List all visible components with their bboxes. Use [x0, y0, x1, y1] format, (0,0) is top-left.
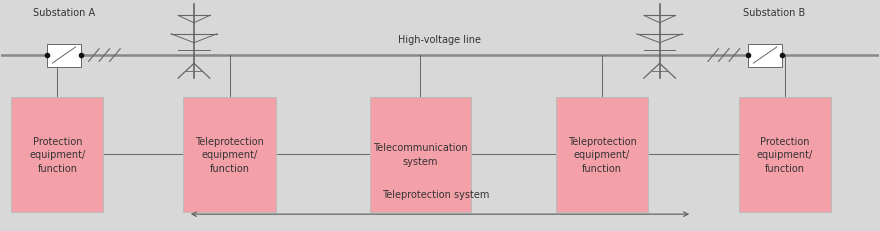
FancyBboxPatch shape — [11, 97, 104, 212]
Text: Protection
equipment/
function: Protection equipment/ function — [29, 136, 85, 173]
Text: Teleprotection
equipment/
function: Teleprotection equipment/ function — [195, 136, 264, 173]
Text: Substation B: Substation B — [743, 8, 805, 18]
Text: Teleprotection system: Teleprotection system — [382, 189, 489, 199]
Text: Substation A: Substation A — [33, 8, 95, 18]
Text: Protection
equipment/
function: Protection equipment/ function — [757, 136, 813, 173]
FancyBboxPatch shape — [556, 97, 649, 212]
Bar — [748, 44, 781, 67]
FancyBboxPatch shape — [183, 97, 275, 212]
Text: High-voltage line: High-voltage line — [399, 34, 481, 44]
Bar — [48, 44, 81, 67]
FancyBboxPatch shape — [370, 97, 471, 212]
Text: Telecommunication
system: Telecommunication system — [373, 143, 467, 166]
FancyBboxPatch shape — [738, 97, 831, 212]
Text: Teleprotection
equipment/
function: Teleprotection equipment/ function — [568, 136, 636, 173]
